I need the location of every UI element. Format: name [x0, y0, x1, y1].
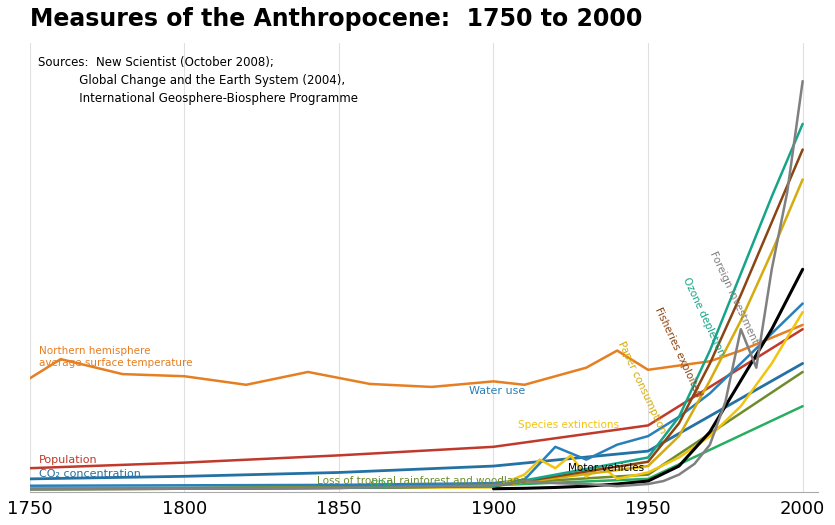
Text: Loss of tropical rainforest and woodland: Loss of tropical rainforest and woodland	[317, 476, 527, 486]
Text: Ozone depletion: Ozone depletion	[681, 276, 726, 358]
Text: CO₂ concentration: CO₂ concentration	[39, 469, 141, 479]
Text: Water use: Water use	[468, 386, 525, 396]
Text: Population: Population	[39, 455, 98, 465]
Text: Northern hemisphere
average surface temperature: Northern hemisphere average surface temp…	[39, 346, 193, 368]
Text: Foreign investment: Foreign investment	[708, 250, 760, 346]
Text: Motor vehicles: Motor vehicles	[568, 463, 644, 473]
Text: Sources:  New Scientist (October 2008);
           Global Change and the Earth S: Sources: New Scientist (October 2008); G…	[38, 56, 357, 105]
Text: Measures of the Anthropocene:  1750 to 2000: Measures of the Anthropocene: 1750 to 20…	[30, 7, 642, 31]
Text: GDP: GDP	[370, 480, 394, 490]
Text: Paper consumption: Paper consumption	[615, 340, 667, 435]
Text: Fisheries exploited: Fisheries exploited	[653, 306, 703, 398]
Text: Species extinctions: Species extinctions	[519, 421, 620, 430]
